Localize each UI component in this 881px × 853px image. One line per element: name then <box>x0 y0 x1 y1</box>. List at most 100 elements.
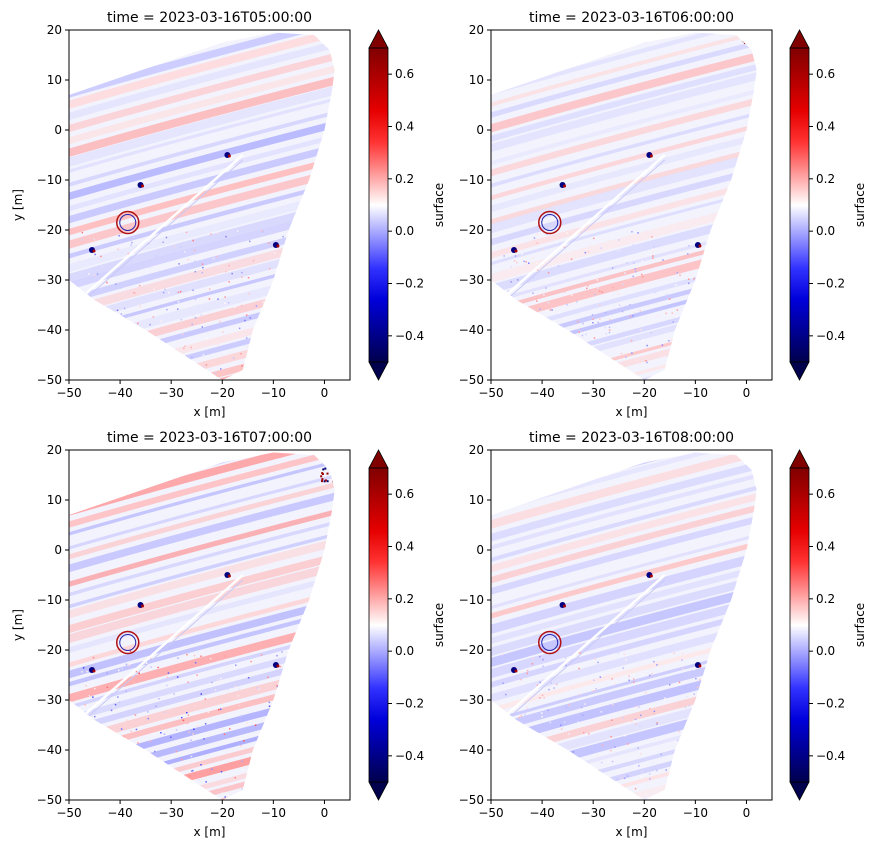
speckle <box>580 706 583 709</box>
speckle <box>118 669 120 672</box>
speckle <box>106 686 109 688</box>
speckle <box>594 293 596 296</box>
colorbar-tick-label: 0.2 <box>395 592 414 606</box>
speckle <box>101 313 104 316</box>
speckle <box>505 693 507 696</box>
speckle <box>161 367 164 369</box>
x-tick-label: −40 <box>529 386 554 400</box>
speckle <box>507 725 510 727</box>
speckle <box>81 671 83 673</box>
ripple-band <box>69 527 335 612</box>
speckle <box>504 774 506 776</box>
x-axis-label: x [m] <box>616 825 648 839</box>
colorbar-label: surface <box>853 603 867 647</box>
speckle <box>175 367 177 370</box>
speckle <box>599 676 602 678</box>
speckle <box>510 752 512 754</box>
speckle <box>584 366 587 368</box>
speckle <box>583 368 585 370</box>
speckle <box>662 259 664 261</box>
speckle <box>267 676 269 679</box>
speckle <box>532 343 535 345</box>
speckle <box>136 795 139 797</box>
speckle <box>268 705 271 707</box>
speckle <box>224 296 226 298</box>
speckle <box>566 304 568 306</box>
x-tick-label: −30 <box>581 806 606 820</box>
speckle <box>708 743 710 746</box>
speckle <box>532 292 534 294</box>
hotspot-pixel <box>326 472 329 475</box>
x-tick-label: 0 <box>321 386 329 400</box>
colorbar-tick-label: −0.2 <box>395 697 424 711</box>
ripple-band <box>491 128 757 215</box>
speckle <box>167 672 170 674</box>
speckle <box>132 292 135 294</box>
speckle <box>649 674 651 677</box>
speckle <box>688 282 690 285</box>
y-tick-label: −40 <box>459 743 484 757</box>
speckle <box>120 728 123 730</box>
y-axis-label: y [m] <box>11 189 25 221</box>
pile-marker-hot <box>698 664 702 668</box>
speckle <box>87 770 90 772</box>
hotspot-pixel <box>319 456 322 458</box>
speckle <box>194 298 197 300</box>
speckle <box>695 358 697 361</box>
speckle <box>548 688 550 691</box>
speckle <box>690 277 692 279</box>
speckle <box>131 241 133 244</box>
speckle <box>730 369 732 371</box>
speckle <box>113 760 115 763</box>
speckle <box>503 771 506 773</box>
speckle <box>676 272 678 274</box>
pile-marker-hot <box>563 604 567 608</box>
speckle <box>560 365 563 367</box>
speckle <box>129 650 132 652</box>
hotspot-pixel <box>321 473 324 475</box>
speckle <box>157 773 160 775</box>
speckle <box>623 777 626 779</box>
speckle <box>687 747 690 750</box>
speckle <box>158 285 161 288</box>
speckle <box>507 290 510 292</box>
hotspot-pixel <box>325 464 328 467</box>
pile-ring-inner <box>541 634 559 651</box>
panel-2: −50 −40 −30 −20 −10 0 20 10 0 −10 −20 −30 −40 −50 time… <box>459 10 867 419</box>
speckle <box>715 755 718 758</box>
speckle <box>577 798 579 800</box>
speckle <box>709 781 711 784</box>
speckle <box>511 749 514 752</box>
speckle <box>267 370 269 373</box>
speckle <box>557 320 559 323</box>
speckle <box>262 347 265 349</box>
pile-marker-hot <box>563 184 567 188</box>
hotspot-pixel <box>329 465 332 468</box>
speckle <box>547 709 549 711</box>
speckle <box>674 284 677 286</box>
speckle <box>560 728 563 730</box>
speckle <box>297 369 299 372</box>
speckle <box>629 315 632 318</box>
speckle <box>281 651 283 653</box>
hotspot-pixel <box>745 37 748 40</box>
ripple-band <box>491 511 757 598</box>
speckle <box>557 265 560 267</box>
speckle <box>530 738 533 740</box>
hotspot-pixel <box>320 457 323 460</box>
x-tick-label: −50 <box>478 806 503 820</box>
speckle <box>162 796 165 798</box>
speckle <box>572 751 575 753</box>
speckle <box>578 667 580 670</box>
speckle <box>94 715 96 718</box>
ripple-band <box>69 71 335 160</box>
speckle <box>220 368 222 370</box>
speckle <box>244 319 246 322</box>
speckle <box>180 318 183 321</box>
ripple-band <box>491 560 757 647</box>
speckle <box>657 349 659 351</box>
speckle <box>134 344 136 346</box>
ripple-band <box>69 60 335 148</box>
speckle <box>319 275 321 277</box>
